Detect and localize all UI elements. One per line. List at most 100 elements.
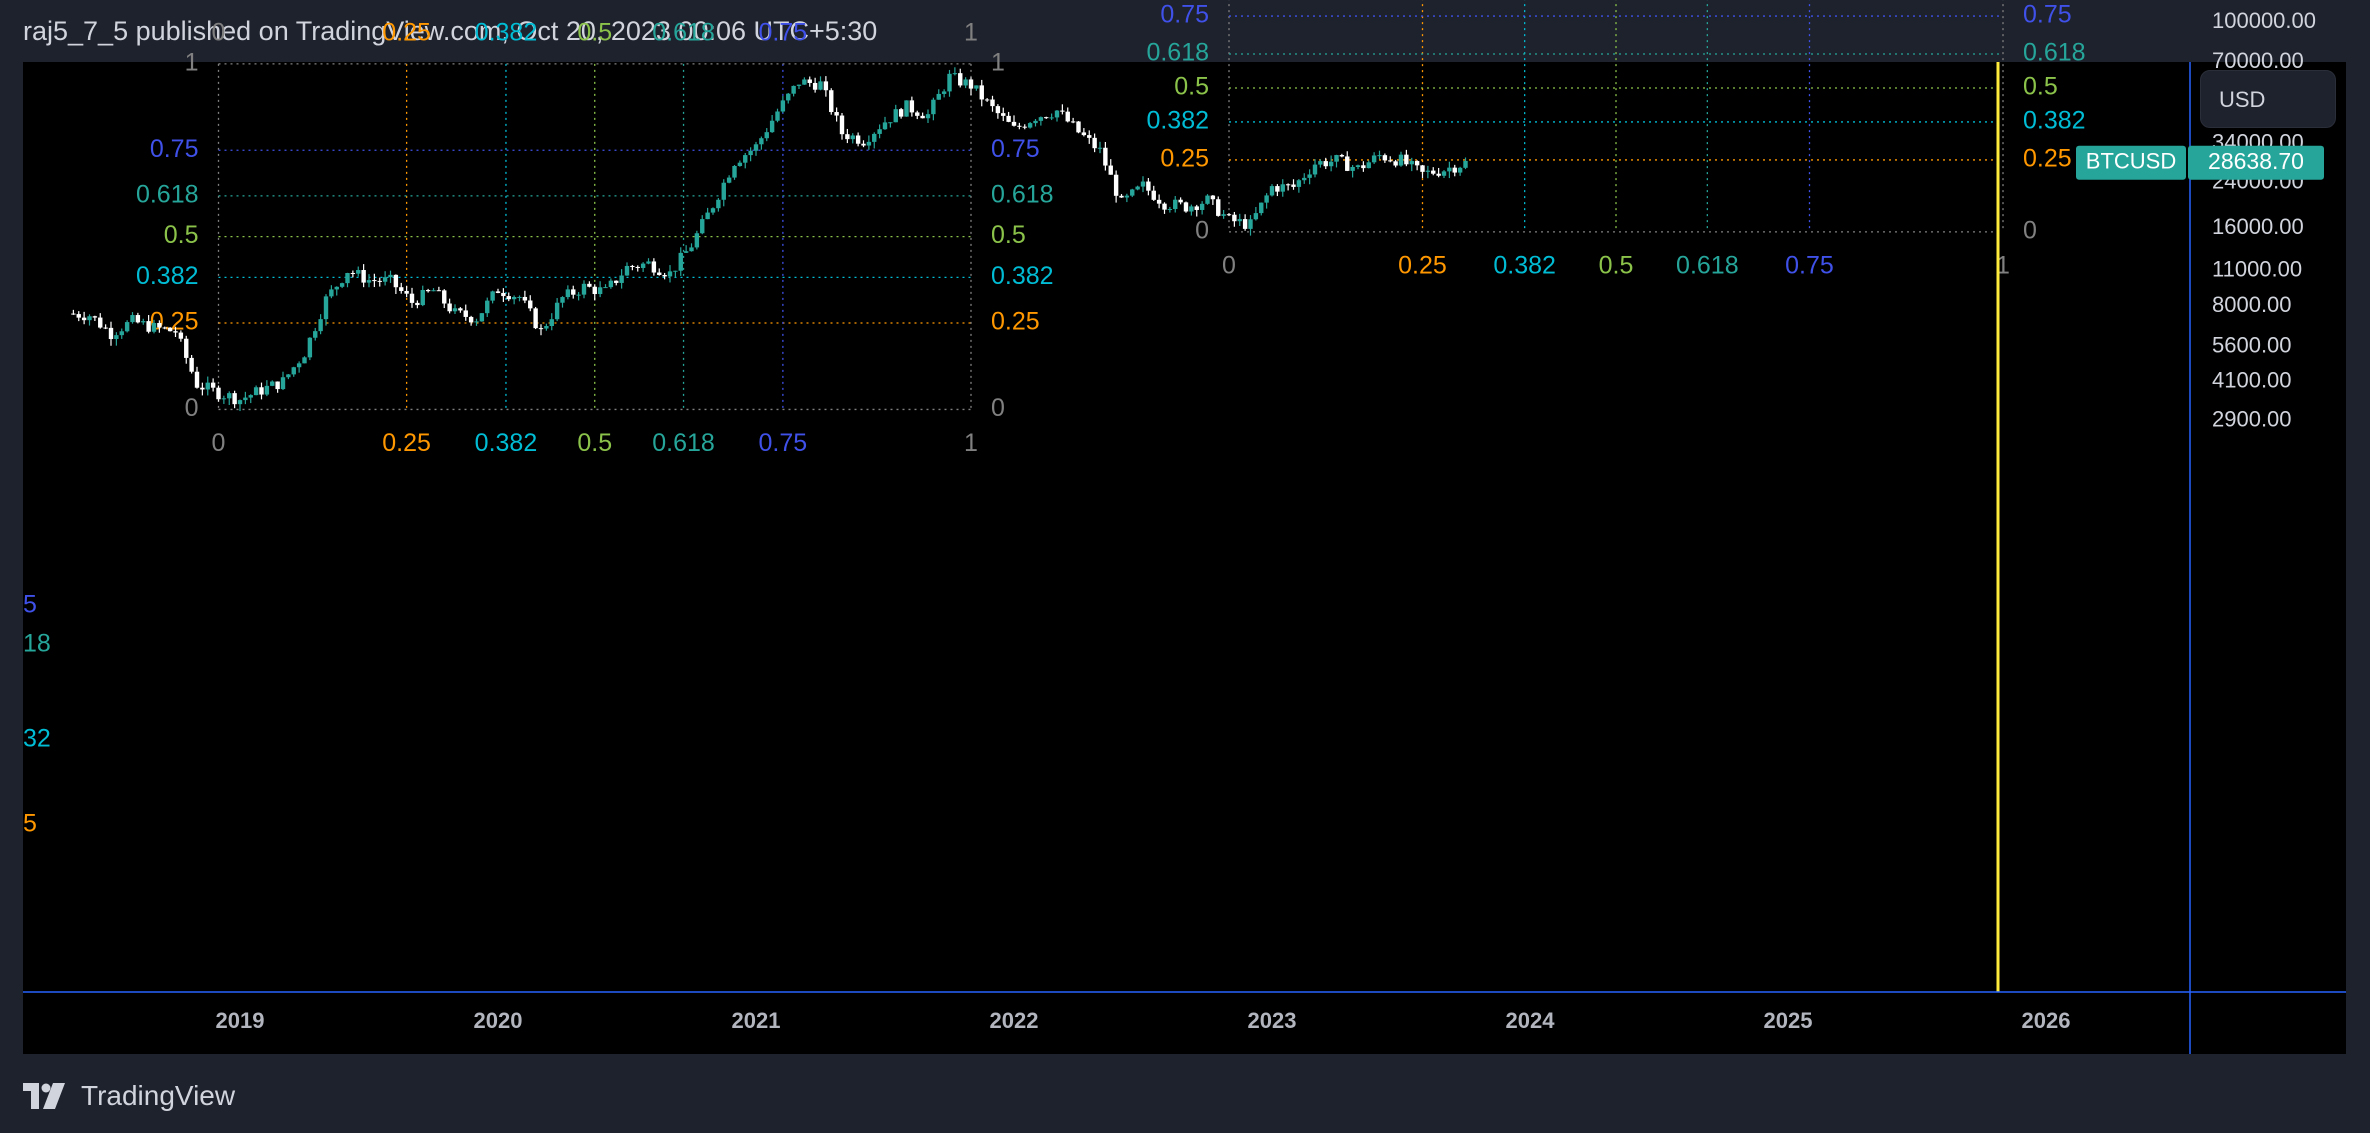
candle [1382, 155, 1388, 161]
candle [1027, 123, 1033, 128]
candle [1371, 155, 1377, 163]
partial-fib-label: 5 [23, 591, 37, 619]
candle [710, 208, 716, 213]
candle [275, 381, 280, 390]
fib-right-label-0.382: 0.382 [991, 262, 1054, 290]
candle [812, 82, 818, 90]
candle [1318, 161, 1323, 165]
time-axis[interactable]: 2019 2020 2021 2022 2023 2024 2025 2026 [216, 1008, 2071, 1033]
candle [377, 280, 382, 282]
candle [1205, 195, 1210, 204]
fib-top-label-0.5: 0.5 [577, 18, 612, 46]
candle [1119, 195, 1124, 198]
fib-bottom-label-0.25: 0.25 [382, 429, 431, 457]
symbol-badge [2076, 145, 2186, 180]
candle [984, 99, 990, 101]
candle [662, 274, 667, 277]
candle [635, 266, 640, 268]
candle [780, 100, 786, 112]
candle [1242, 219, 1248, 229]
candle [866, 141, 872, 146]
fib-bottom-label-0.75: 0.75 [759, 429, 808, 457]
candle [646, 261, 651, 264]
candle [1328, 161, 1334, 167]
candle [1070, 121, 1076, 123]
candle [415, 302, 420, 306]
candle [495, 291, 501, 293]
footer-brand[interactable]: TradingView [23, 1078, 235, 1114]
candle [1049, 117, 1054, 119]
candle [743, 155, 748, 163]
publish-info: raj5_7_5 published on TradingView.com, O… [23, 16, 878, 46]
fib-bottom-label-1: 1 [1996, 251, 2010, 279]
candle [1194, 206, 1199, 210]
fib-top-label-0.382: 0.382 [475, 18, 538, 46]
fib-left-label-0.618: 0.618 [1146, 39, 1209, 67]
candle [356, 270, 361, 274]
candle [178, 332, 184, 339]
time-tick-label: 2026 [2022, 1008, 2071, 1033]
offscreen-fib-labels: 5 18 32 5 [23, 591, 51, 838]
candle [1312, 164, 1318, 175]
candle [119, 331, 124, 336]
candle [436, 290, 442, 292]
candle [1285, 184, 1291, 186]
fib-top-label-0.618: 0.618 [652, 18, 715, 46]
candle [630, 265, 635, 267]
fib-left-label-0.5: 0.5 [1174, 73, 1209, 101]
fib-left-label-0.382: 0.382 [136, 262, 199, 290]
time-tick-label: 2025 [1764, 1008, 1813, 1033]
candle [909, 100, 915, 113]
candle [167, 327, 173, 332]
candle [1291, 184, 1296, 187]
candle [1006, 115, 1011, 122]
fib-bottom-label-0.382: 0.382 [475, 429, 538, 457]
candle [538, 328, 544, 330]
candle [678, 252, 683, 271]
candle [818, 81, 823, 90]
candle [135, 315, 141, 323]
time-tick-label: 2020 [474, 1008, 523, 1033]
candle [759, 138, 764, 145]
candle [592, 286, 597, 295]
candle [614, 280, 619, 283]
currency-button[interactable]: USD [2200, 70, 2336, 128]
candle [1001, 113, 1006, 116]
candle [769, 120, 775, 133]
candle [479, 313, 485, 322]
candle [748, 150, 753, 156]
candle [544, 326, 549, 329]
fib-left-label-1: 1 [185, 48, 199, 76]
candle [205, 382, 210, 390]
candle [608, 280, 614, 288]
candle [1081, 132, 1087, 136]
candle [221, 398, 227, 400]
fib-zone-2: 00000.250.250.250.250.3820.3820.3820.382… [1146, 0, 2086, 279]
candle [936, 93, 941, 100]
candle [1216, 199, 1221, 216]
candle [786, 93, 791, 101]
candle [442, 290, 447, 304]
candle [1022, 126, 1027, 128]
fib-right-label-0.25: 0.25 [991, 308, 1040, 336]
candle [458, 308, 463, 311]
candle [1054, 110, 1060, 118]
fib-top-label-0.75: 0.75 [759, 18, 808, 46]
candle [1264, 195, 1269, 203]
candle [775, 111, 780, 121]
candle [1087, 135, 1092, 138]
candle [382, 277, 388, 282]
candle [995, 106, 1001, 114]
candle [834, 112, 839, 116]
candle [845, 134, 850, 140]
candle [673, 270, 678, 272]
fib-top-label-1: 1 [964, 18, 978, 46]
fib-bottom-label-0: 0 [212, 429, 226, 457]
time-tick-label: 2019 [216, 1008, 265, 1033]
time-tick-label: 2021 [732, 1008, 781, 1033]
candle [904, 100, 909, 117]
candle [850, 135, 855, 140]
candle [1447, 167, 1452, 172]
candle [1253, 213, 1259, 220]
